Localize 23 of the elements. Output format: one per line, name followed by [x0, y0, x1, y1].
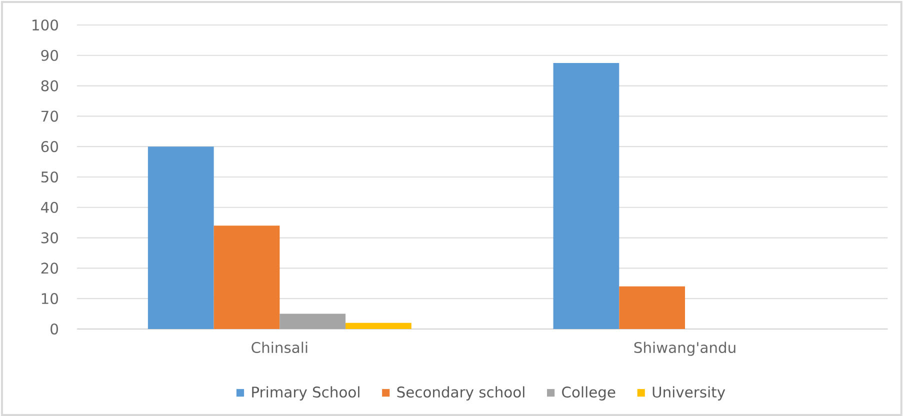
x-tick-label: Chinsali — [252, 342, 308, 354]
y-tick-label: 100 — [32, 19, 58, 31]
y-tick-label: 40 — [41, 202, 58, 213]
bar — [280, 314, 346, 329]
legend-label: University — [652, 386, 726, 400]
x-tick-label: Shiwang'andu — [634, 342, 736, 356]
bar — [214, 226, 280, 329]
bar — [346, 322, 412, 329]
bar — [553, 62, 620, 329]
y-tick-label: 50 — [41, 171, 58, 183]
y-tick-label: 60 — [41, 141, 58, 152]
y-tick-label: 30 — [41, 232, 58, 244]
y-tick-label: 80 — [41, 80, 58, 92]
y-tick-label: 20 — [41, 262, 58, 274]
legend-label: Primary School — [252, 386, 360, 400]
y-tick-label: 90 — [41, 50, 58, 61]
legend-label: Secondary school — [397, 386, 524, 400]
bar — [148, 146, 214, 329]
bar — [619, 286, 685, 329]
y-tick-label: 10 — [42, 293, 58, 304]
y-tick-label: 70 — [42, 110, 58, 122]
y-tick-label: 0 — [50, 323, 58, 335]
legend-label: College — [562, 386, 616, 400]
